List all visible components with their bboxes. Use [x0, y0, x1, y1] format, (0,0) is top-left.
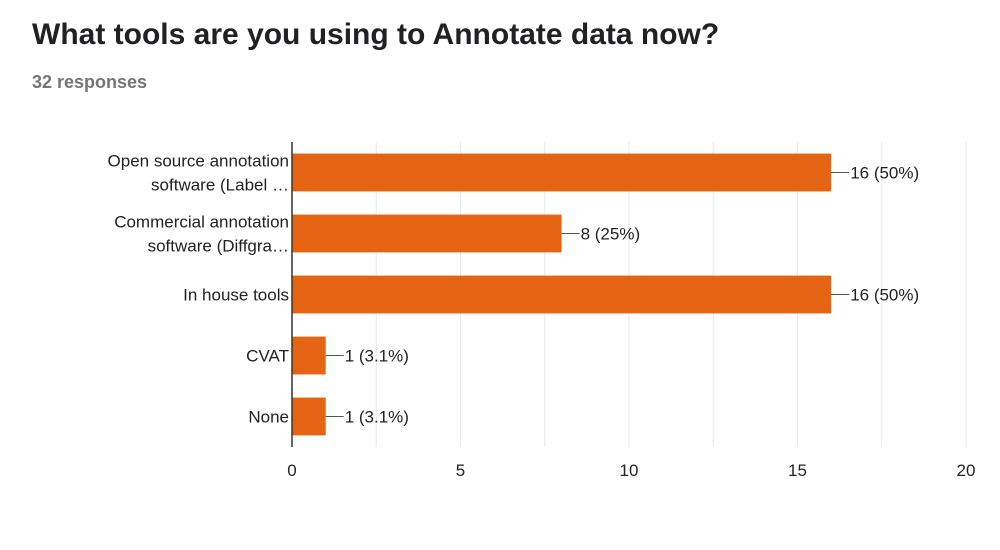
category-label: software (Diffgra…	[148, 237, 289, 256]
data-label: 1 (3.1%)	[345, 347, 409, 366]
bar	[292, 336, 326, 375]
category-label: Open source annotation	[108, 152, 289, 171]
bar	[292, 153, 832, 192]
data-label-leaders	[325, 172, 850, 417]
x-tick-label: 5	[456, 461, 465, 480]
data-labels: 16 (50%) 8 (25%) 16 (50%) 1 (3.1%) 1 (3.1%)	[345, 164, 919, 427]
category-label: software (Label …	[151, 176, 289, 195]
data-label: 8 (25%)	[581, 225, 641, 244]
data-label: 16 (50%)	[850, 286, 919, 305]
bar	[292, 397, 326, 436]
chart-title: What tools are you using to Annotate dat…	[32, 18, 720, 51]
x-tick-label: 0	[287, 461, 296, 480]
category-label: None	[248, 408, 289, 427]
data-label: 16 (50%)	[850, 164, 919, 183]
bar	[292, 214, 562, 253]
bar	[292, 275, 832, 314]
category-labels: Open source annotation software (Label … C…	[108, 152, 289, 427]
x-tick-label: 20	[957, 461, 976, 480]
category-label: CVAT	[246, 347, 289, 366]
bars	[292, 153, 832, 436]
category-label: In house tools	[183, 286, 289, 305]
response-count: 32 responses	[32, 72, 148, 92]
x-tick-label: 15	[788, 461, 807, 480]
data-label: 1 (3.1%)	[345, 408, 409, 427]
x-tick-label: 10	[620, 461, 639, 480]
x-tick-labels: 0 5 10 15 20	[287, 461, 975, 480]
category-label: Commercial annotation	[114, 213, 289, 232]
